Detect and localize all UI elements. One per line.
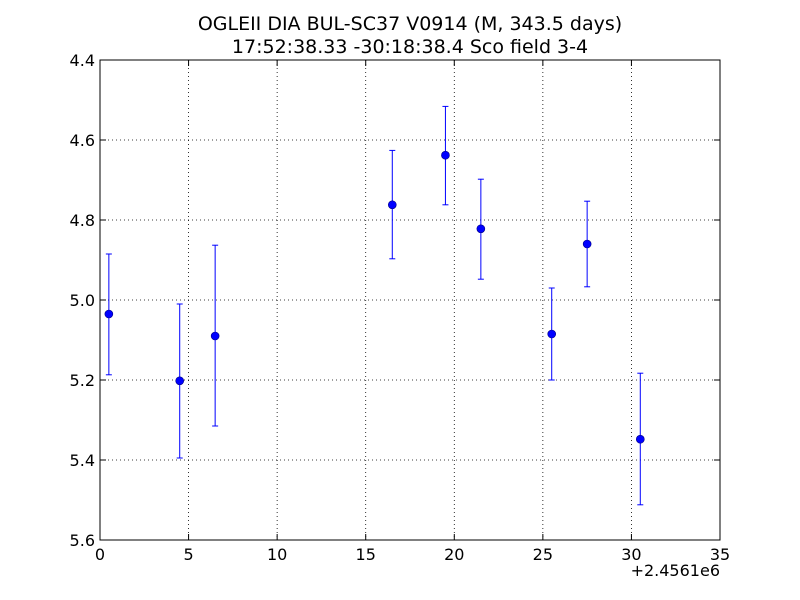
- data-point: [387, 200, 397, 210]
- data-point-group: [104, 253, 114, 376]
- x-tick-label: 30: [621, 545, 641, 564]
- y-tick-label: 5.4: [70, 451, 95, 470]
- x-tick-label: 25: [533, 545, 553, 564]
- data-point-group: [582, 200, 592, 288]
- y-tick-labels: 4.4 4.6 4.8 5.0 5.2 5.4 5.6: [70, 51, 95, 550]
- plot-area-frame: [99, 59, 721, 541]
- x-tick-label: 5: [183, 545, 193, 564]
- x-tick-labels: 0 5 10 15 20 25 30 35: [95, 545, 730, 564]
- y-tick-label: 5.6: [70, 531, 95, 550]
- data-point-group: [635, 372, 645, 506]
- data-point: [547, 329, 557, 339]
- chart-title-line-2: 17:52:38.33 -30:18:38.4 Sco field 3-4: [232, 36, 588, 58]
- y-tick-label: 5.2: [70, 371, 95, 390]
- y-tick-label: 4.6: [70, 131, 95, 150]
- data-point-group: [441, 105, 450, 206]
- data-point-group: [547, 287, 557, 381]
- x-tick-label: 10: [267, 545, 287, 564]
- data-point: [582, 239, 592, 249]
- data-point: [210, 331, 220, 341]
- grid-lines: [100, 60, 720, 540]
- x-tick-label: 0: [95, 545, 105, 564]
- data-point-group: [387, 149, 397, 260]
- data-point: [104, 309, 114, 319]
- data-point: [175, 376, 185, 386]
- data-points: [104, 105, 645, 506]
- data-point-group: [476, 178, 486, 280]
- x-tick-label: 20: [444, 545, 464, 564]
- y-tick-label: 4.4: [70, 51, 95, 70]
- data-point: [476, 224, 486, 234]
- y-tick-label: 4.8: [70, 211, 95, 230]
- data-point: [441, 150, 450, 160]
- chart-title-line-1: OGLEII DIA BUL-SC37 V0914 (M, 343.5 days…: [198, 13, 622, 35]
- data-point: [635, 434, 645, 444]
- x-offset-label: +2.4561e6: [631, 561, 720, 580]
- x-tick-label: 35: [710, 545, 730, 564]
- data-point-group: [175, 303, 185, 459]
- x-tick-label: 15: [356, 545, 376, 564]
- y-tick-label: 5.0: [70, 291, 95, 310]
- data-point-group: [210, 244, 220, 427]
